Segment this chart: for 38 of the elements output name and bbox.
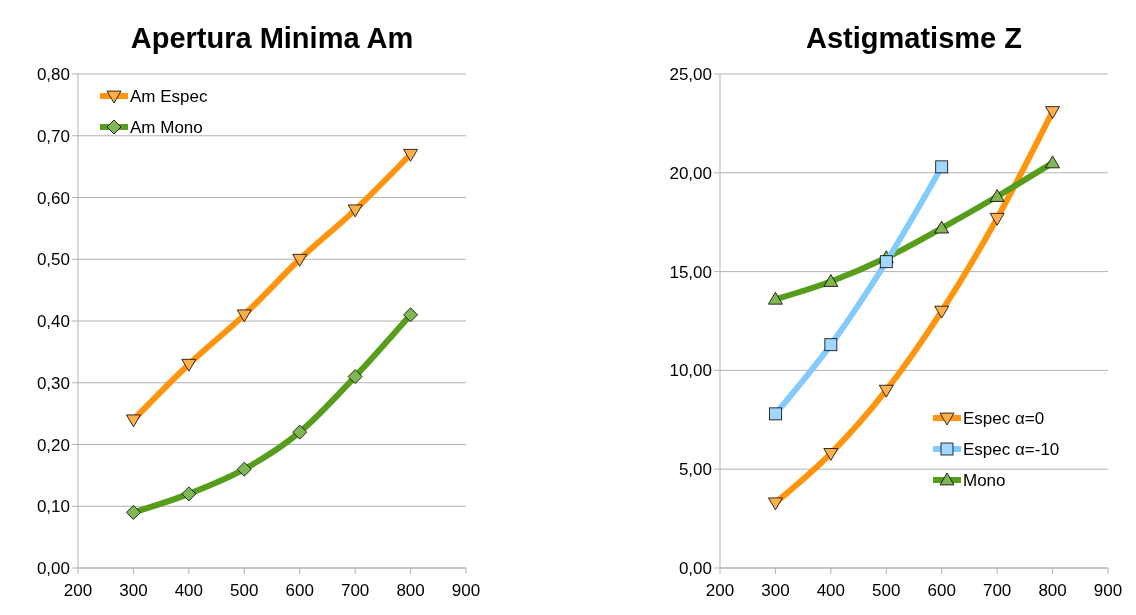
legend-label: Mono <box>963 471 1006 490</box>
y-tick-label: 5,00 <box>678 460 712 480</box>
y-tick-label: 0,00 <box>678 559 712 578</box>
x-tick-label: 700 <box>982 581 1012 600</box>
y-tick-label: 0,20 <box>36 435 70 455</box>
x-tick-label: 900 <box>1093 581 1123 600</box>
legend-label: Am Mono <box>130 118 203 137</box>
legend-label: Espec α=-10 <box>963 440 1060 459</box>
x-tick-label: 200 <box>705 581 735 600</box>
x-tick-label: 300 <box>119 581 148 600</box>
y-tick-label: 0,10 <box>36 497 70 517</box>
y-tick-label: 0,80 <box>36 65 70 84</box>
chart-title: Astigmatisme Z <box>806 22 1022 54</box>
y-tick-label: 15,00 <box>669 262 712 282</box>
y-tick-label: 0,30 <box>36 373 70 393</box>
y-tick-label: 0,50 <box>36 250 70 270</box>
y-tick-label: 25,00 <box>669 65 712 84</box>
x-tick-label: 200 <box>63 581 93 600</box>
x-tick-label: 300 <box>761 581 790 600</box>
x-tick-label: 400 <box>174 581 204 600</box>
x-tick-label: 400 <box>816 581 846 600</box>
y-tick-label: 0,40 <box>36 312 70 331</box>
legend-label: Am Espec <box>130 87 208 106</box>
x-tick-label: 500 <box>872 581 901 600</box>
x-tick-label: 800 <box>396 581 425 600</box>
y-tick-label: 20,00 <box>669 163 712 183</box>
y-tick-label: 10,00 <box>669 361 712 381</box>
y-tick-label: 0,00 <box>36 559 70 578</box>
legend-label: Espec α=0 <box>963 409 1045 428</box>
x-tick-label: 600 <box>927 581 956 600</box>
x-tick-label: 700 <box>340 581 370 600</box>
x-tick-label: 600 <box>285 581 314 600</box>
x-tick-label: 500 <box>230 581 259 600</box>
x-tick-label: 900 <box>451 581 481 600</box>
y-tick-label: 0,70 <box>36 126 70 146</box>
x-tick-label: 800 <box>1038 581 1067 600</box>
chart-title: Apertura Minima Am <box>130 22 414 54</box>
y-tick-label: 0,60 <box>36 188 70 208</box>
